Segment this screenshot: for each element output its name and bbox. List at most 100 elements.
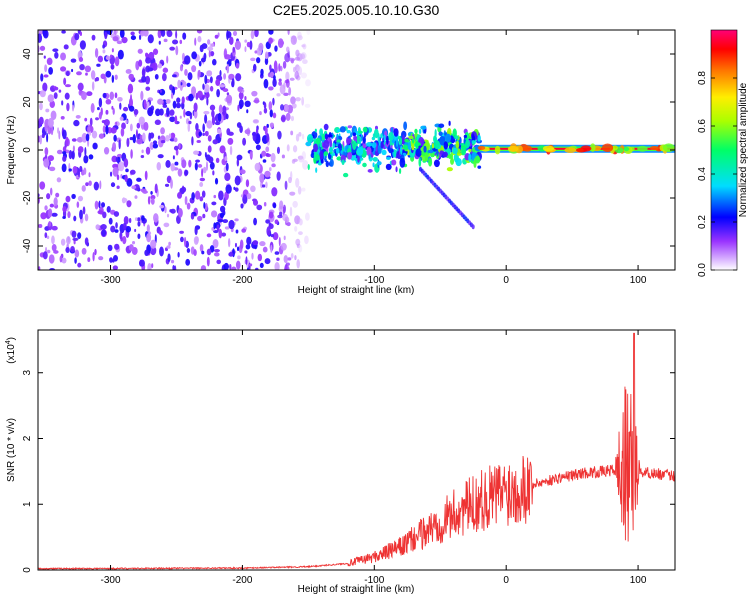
spectrogram-blob xyxy=(222,105,227,116)
spectrogram-blob xyxy=(179,115,182,119)
spectrogram-blob xyxy=(128,105,135,112)
spectrogram-blob xyxy=(264,125,268,136)
spectrogram-blob xyxy=(178,143,181,149)
spectrogram-blob xyxy=(219,205,226,213)
spectrogram-blob xyxy=(151,62,158,71)
spectrogram-blob xyxy=(291,159,296,164)
spectrogram-blob xyxy=(49,267,56,270)
colorbar-label: Normalized spectral amplitude xyxy=(738,82,749,217)
spectrogram-blob xyxy=(206,96,209,106)
spectrogram-blob xyxy=(43,30,49,39)
spectrogram-blob xyxy=(77,169,81,178)
spectrogram-blob xyxy=(238,91,244,100)
spectrogram-blob xyxy=(329,158,334,167)
spectrogram-blob xyxy=(246,193,252,200)
spectrogram-blob xyxy=(236,154,243,161)
spectrogram-blob xyxy=(307,164,310,171)
carrier-blob xyxy=(494,145,501,155)
spectrogram-blob xyxy=(249,151,253,158)
spectrogram-blob xyxy=(265,181,268,189)
spectrogram-blob xyxy=(229,263,232,270)
spectrogram-blob xyxy=(217,112,222,122)
y-tick-label: 3 xyxy=(22,370,33,376)
spectrogram-blob xyxy=(141,68,146,78)
spectrogram-blob xyxy=(122,222,127,231)
spectrogram-blob xyxy=(319,150,324,160)
spectrogram-blob xyxy=(65,70,70,77)
spectrogram-blob xyxy=(92,252,95,262)
spectrogram-blob xyxy=(51,244,57,252)
spectrogram-blob xyxy=(200,57,206,63)
spectrogram-blob xyxy=(120,127,125,137)
spectrogram-blob xyxy=(51,235,55,245)
spectrogram-blob xyxy=(324,158,327,163)
spectrogram-blob xyxy=(214,121,221,126)
spectrogram-blob xyxy=(385,163,392,171)
spectrogram-blob xyxy=(260,68,264,76)
spectrogram-blob xyxy=(443,141,449,150)
spectrogram-blob xyxy=(70,58,77,63)
spectrogram-blob xyxy=(184,55,191,65)
spectrogram-blob xyxy=(231,266,237,270)
spectrogram-blob xyxy=(244,46,247,53)
spectrogram-blob xyxy=(57,127,60,134)
spectrogram-blob xyxy=(47,117,54,128)
spectrogram-blob xyxy=(97,106,100,111)
spectrogram-blob xyxy=(112,36,119,42)
spectrogram-blob xyxy=(98,200,101,209)
spectrogram-blob xyxy=(158,40,161,45)
spectrogram-blob xyxy=(362,136,366,144)
y-tick-label: 0 xyxy=(22,567,33,573)
spectrogram-blob xyxy=(296,259,300,269)
spectrogram-blob xyxy=(39,90,46,98)
spectrogram-blob xyxy=(262,159,267,163)
spectrogram-blob xyxy=(38,223,43,229)
spectrogram-blob xyxy=(284,216,290,224)
spectrogram-blob xyxy=(234,175,241,186)
spectrogram-blob xyxy=(213,229,219,234)
spectrogram-blob xyxy=(269,71,275,78)
spectrogram-blob xyxy=(209,104,216,111)
spectrogram-blob xyxy=(398,168,402,174)
spectrogram-blob xyxy=(383,134,386,143)
spectrogram-blob xyxy=(87,126,91,133)
spectrogram-blob xyxy=(223,73,227,80)
spectrogram-blob xyxy=(233,186,236,191)
spectrogram-blob xyxy=(115,222,118,229)
spectrogram-blob xyxy=(283,255,288,264)
spectrogram-blob xyxy=(125,225,132,233)
spectrogram-blob xyxy=(83,155,89,164)
spectrogram-blob xyxy=(245,179,250,188)
spectrogram-blob xyxy=(366,146,372,155)
spectrogram-blob xyxy=(51,212,58,217)
spectrogram-blob xyxy=(268,30,274,35)
spectrogram-blob xyxy=(277,130,282,140)
spectrogram-blob xyxy=(393,149,397,158)
x-tick-label: -300 xyxy=(101,275,121,286)
spectrogram-blob xyxy=(278,63,281,72)
spectrogram-y-label: Frequency (Hz) xyxy=(6,116,17,185)
spectrogram-blob xyxy=(216,224,220,232)
spectrogram-blob xyxy=(274,219,279,225)
spectrogram-blob xyxy=(186,247,191,253)
spectrogram-blob xyxy=(216,128,222,134)
spectrogram-blob xyxy=(79,31,83,36)
spectrogram-blob xyxy=(358,130,363,134)
spectrogram-blob xyxy=(372,162,375,168)
spectrogram-blob xyxy=(175,45,179,56)
spectrogram-blob xyxy=(206,248,212,256)
spectrogram-blob xyxy=(98,111,102,120)
spectrogram-blob xyxy=(175,30,178,39)
spectrogram-blob xyxy=(371,141,377,149)
spectrogram-blob xyxy=(109,54,113,58)
spectrogram-blob xyxy=(166,213,170,218)
spectrogram-blob xyxy=(290,35,297,45)
spectrogram-blob xyxy=(46,235,50,240)
spectrogram-blob xyxy=(76,71,82,76)
spectrogram-blob xyxy=(191,86,197,96)
spectrogram-blob xyxy=(285,112,291,121)
spectrogram-blob xyxy=(203,201,206,209)
spectrogram-blob xyxy=(373,128,379,139)
spectrogram-blob xyxy=(75,115,81,119)
spectrogram-blob xyxy=(72,166,78,174)
